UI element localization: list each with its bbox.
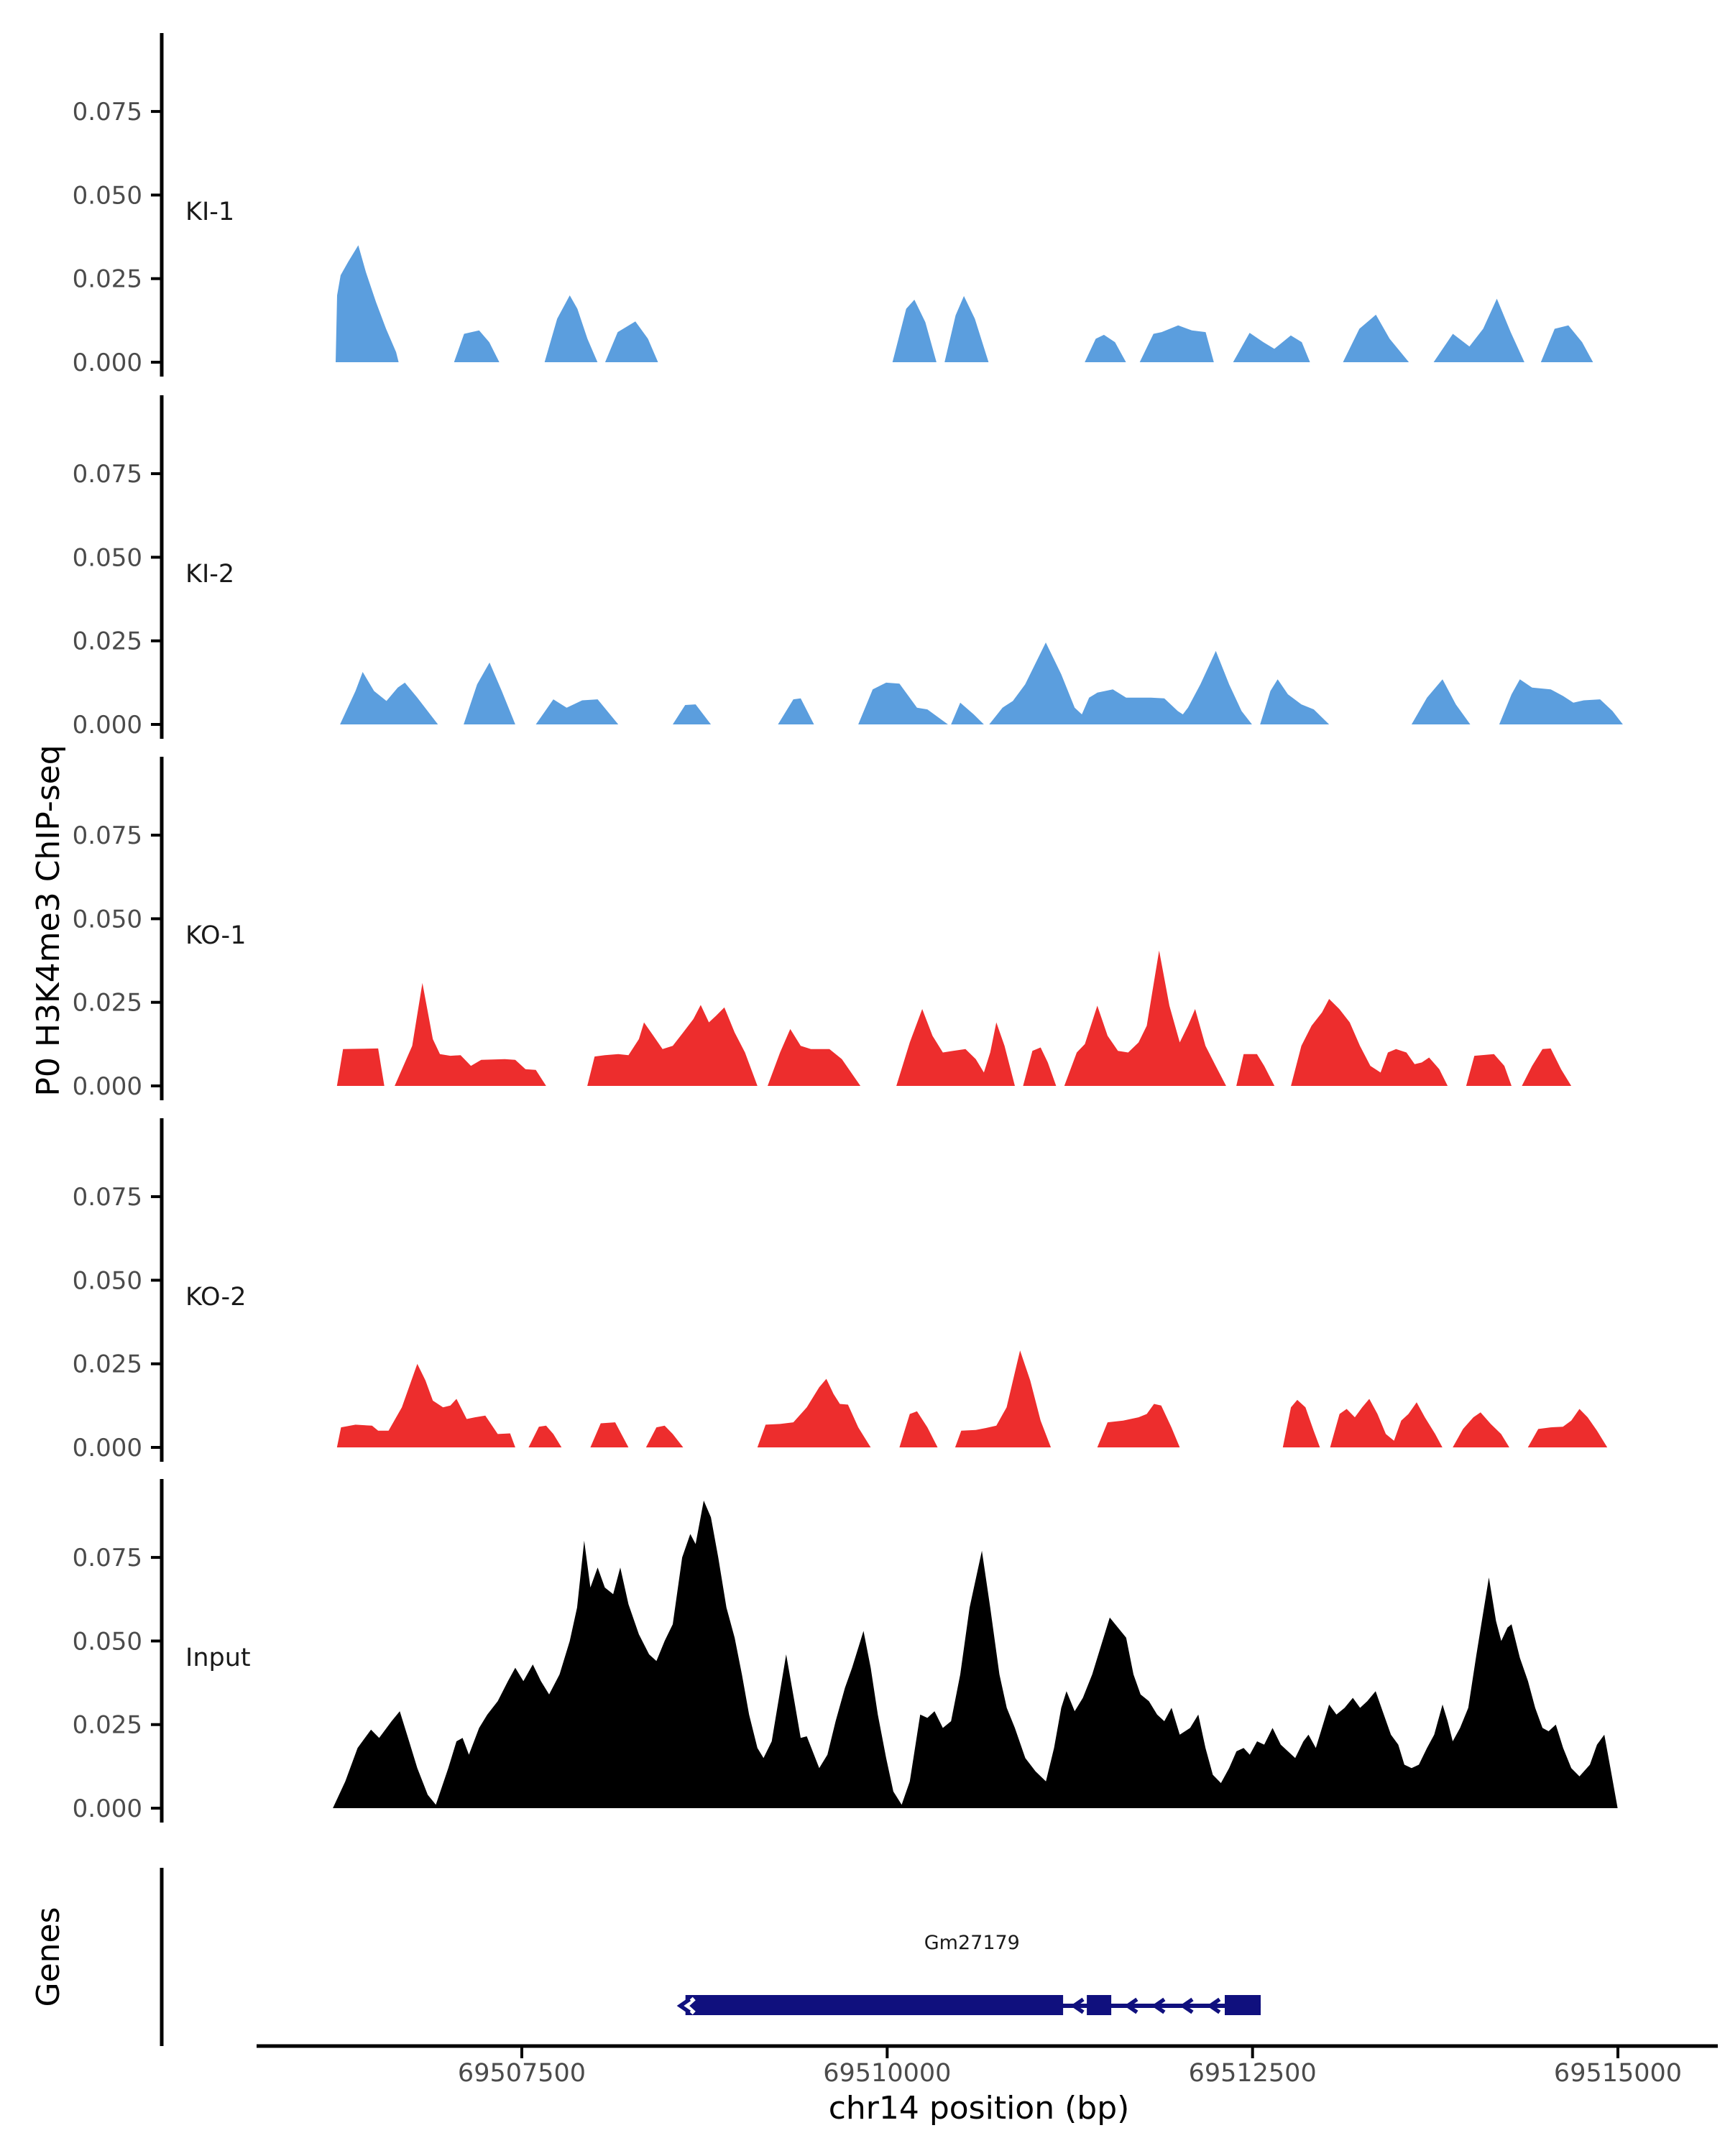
strand-arrow-icon: [1206, 1997, 1221, 2014]
genes-track: Gm27179: [160, 1868, 1261, 2046]
track-area-KO-1: [336, 950, 1572, 1086]
y-tick-label: 0.025: [73, 1711, 142, 1740]
x-tick-label: 69507500: [458, 2059, 586, 2088]
gene-exon: [1225, 1995, 1261, 2015]
y-tick-label: 0.050: [73, 1627, 142, 1656]
genes-axis-title: Genes: [30, 1907, 67, 2007]
track-label: KI-2: [185, 560, 234, 589]
y-tick-label: 0.025: [73, 627, 142, 656]
y-axis-title: P0 H3K4me3 ChIP-seq: [30, 745, 67, 1096]
y-tick-label: 0.050: [73, 905, 142, 934]
track-KI-2: 0.075 0.050 0.025 0.000 KI-2: [73, 395, 1623, 740]
x-tick-label: 69515000: [1554, 2059, 1682, 2088]
track-area-Input: [333, 1501, 1618, 1808]
track-label: KO-2: [185, 1283, 246, 1312]
y-tick-label: 0.050: [73, 1266, 142, 1295]
gene-exon: [685, 1995, 1064, 2015]
y-tick-label: 0.050: [73, 543, 142, 572]
track-KO-1: 0.075 0.050 0.025 0.000 KO-1: [73, 757, 1572, 1101]
track-KI-1: 0.075 0.050 0.025 0.000 KI-1: [73, 33, 1593, 377]
y-tick-label: 0.075: [73, 460, 142, 489]
gene-exon: [1087, 1995, 1112, 2015]
strand-arrow-icon: [676, 1997, 691, 2014]
track-area-KI-1: [336, 245, 1593, 362]
y-tick-label: 0.000: [73, 1072, 142, 1101]
track-label: KI-1: [185, 198, 234, 226]
strand-arrow-icon: [1124, 1997, 1138, 2014]
strand-arrow-icon: [1179, 1997, 1194, 2014]
strand-arrow-icon: [1070, 1997, 1085, 2014]
strand-arrow-icon: [1151, 1997, 1166, 2014]
y-tick-label: 0.000: [73, 1795, 142, 1823]
y-tick-label: 0.075: [73, 1544, 142, 1572]
y-tick-label: 0.075: [73, 821, 142, 850]
track-area-KI-2: [340, 642, 1623, 724]
track-label: Input: [185, 1644, 251, 1672]
y-tick-label: 0.000: [73, 711, 142, 740]
x-axis: 69507500 69510000 69512500 69515000 chr14 po…: [257, 2044, 1718, 2127]
y-tick-label: 0.000: [73, 1434, 142, 1462]
x-axis-title: chr14 position (bp): [829, 2090, 1130, 2127]
track-KO-2: 0.075 0.050 0.025 0.000 KO-2: [73, 1118, 1608, 1462]
y-tick-label: 0.025: [73, 1350, 142, 1379]
x-tick-label: 69512500: [1189, 2059, 1317, 2088]
track-area-KO-2: [336, 1350, 1608, 1447]
y-tick-label: 0.050: [73, 181, 142, 210]
y-tick-label: 0.075: [73, 1183, 142, 1212]
y-tick-label: 0.075: [73, 98, 142, 126]
y-tick-label: 0.025: [73, 989, 142, 1018]
y-tick-label: 0.000: [73, 349, 142, 377]
track-label: KO-1: [185, 921, 246, 950]
y-tick-label: 0.025: [73, 265, 142, 294]
gene-label: Gm27179: [924, 1932, 1020, 1954]
track-Input: 0.075 0.050 0.025 0.000 Input: [73, 1479, 1618, 1823]
gene-start-notch-icon: [683, 1996, 696, 2015]
x-tick-label: 69510000: [823, 2059, 951, 2088]
